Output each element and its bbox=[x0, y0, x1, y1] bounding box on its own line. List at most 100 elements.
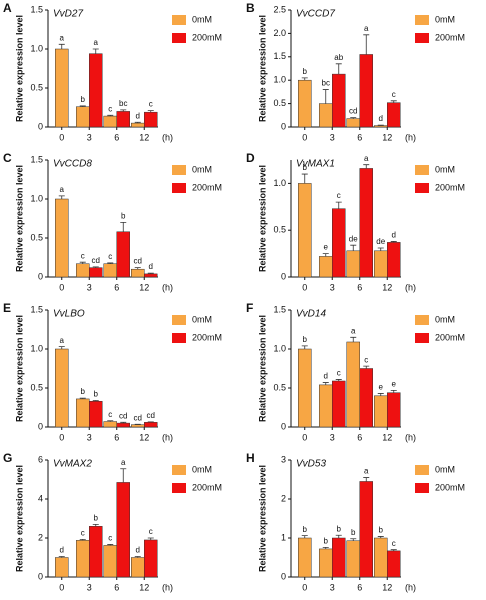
bar bbox=[374, 250, 388, 278]
bar bbox=[116, 111, 130, 128]
chart-title: VvD53 bbox=[296, 459, 326, 470]
x-tick-label: 0 bbox=[59, 582, 64, 592]
bar bbox=[346, 540, 360, 578]
error-bar bbox=[335, 379, 342, 381]
bar bbox=[332, 537, 346, 578]
error-bar bbox=[134, 121, 141, 124]
x-tick-label: 12 bbox=[139, 282, 149, 292]
significance-letter: cd bbox=[92, 256, 100, 265]
significance-letter: cd bbox=[119, 411, 127, 420]
y-tick-label: 2.5 bbox=[273, 4, 286, 14]
y-axis-label: Relative expression level bbox=[14, 15, 24, 122]
bar bbox=[131, 122, 145, 128]
bar bbox=[332, 73, 346, 128]
error-bar bbox=[301, 173, 308, 184]
panel-label: G bbox=[3, 451, 12, 465]
y-tick-label: 1.5 bbox=[30, 304, 43, 314]
y-tick-label: 0 bbox=[281, 571, 286, 581]
x-tick-label: 3 bbox=[87, 282, 92, 292]
bar bbox=[332, 208, 346, 278]
bar bbox=[76, 106, 90, 128]
legend-swatch bbox=[415, 33, 429, 43]
bar bbox=[298, 537, 312, 578]
x-tick-label: 6 bbox=[114, 132, 119, 142]
significance-letter: cd bbox=[134, 413, 142, 422]
significance-letter: c bbox=[149, 527, 153, 536]
error-bar bbox=[79, 538, 86, 541]
y-tick-label: 2 bbox=[281, 493, 286, 503]
legend-label: 0mM bbox=[192, 14, 212, 24]
bar bbox=[144, 422, 158, 428]
bar bbox=[103, 263, 117, 278]
bar bbox=[103, 545, 117, 578]
y-tick-label: 0.5 bbox=[273, 382, 286, 392]
error-bar bbox=[79, 105, 86, 107]
significance-letter: b bbox=[303, 163, 308, 172]
bar bbox=[55, 48, 69, 128]
significance-letter: b bbox=[303, 525, 308, 534]
error-bar bbox=[363, 365, 370, 369]
significance-letter: cd bbox=[134, 257, 142, 266]
bar bbox=[89, 401, 103, 428]
legend-label: 200mM bbox=[192, 32, 222, 42]
significance-letter: c bbox=[149, 100, 153, 109]
bar bbox=[55, 557, 69, 578]
legend-swatch bbox=[415, 465, 429, 475]
significance-letter: c bbox=[337, 369, 341, 378]
x-tick-label: 12 bbox=[382, 282, 392, 292]
bar bbox=[144, 539, 158, 578]
legend-swatch bbox=[415, 165, 429, 175]
bar bbox=[374, 537, 388, 578]
y-tick-label: 4 bbox=[38, 493, 43, 503]
error-bar bbox=[390, 389, 397, 393]
y-tick-label: 3 bbox=[281, 454, 286, 464]
significance-letter: b bbox=[337, 524, 342, 533]
significance-letter: b bbox=[303, 67, 308, 76]
y-tick-label: 1.5 bbox=[30, 154, 43, 164]
error-bar bbox=[350, 538, 357, 541]
legend-swatch bbox=[415, 483, 429, 493]
error-bar bbox=[335, 534, 342, 538]
bar bbox=[374, 125, 388, 128]
error-bar bbox=[390, 549, 397, 551]
chart-title: VvCCD8 bbox=[53, 159, 92, 170]
x-unit: (h) bbox=[405, 132, 416, 142]
x-tick-label: 0 bbox=[302, 432, 307, 442]
error-bar bbox=[301, 535, 308, 538]
error-bar bbox=[377, 393, 384, 396]
error-bar bbox=[120, 468, 127, 483]
panel-label: C bbox=[3, 151, 12, 165]
legend-swatch bbox=[172, 165, 186, 175]
legend-swatch bbox=[172, 483, 186, 493]
bar bbox=[298, 79, 312, 128]
error-bar bbox=[390, 241, 397, 243]
error-bar bbox=[377, 536, 384, 538]
bar bbox=[116, 482, 130, 578]
legend-label: 200mM bbox=[435, 482, 465, 492]
x-unit: (h) bbox=[162, 432, 173, 442]
bar bbox=[298, 348, 312, 428]
legend-swatch bbox=[172, 315, 186, 325]
y-tick-label: 0 bbox=[281, 421, 286, 431]
error-bar bbox=[92, 523, 99, 527]
bar bbox=[55, 348, 69, 428]
significance-letter: c bbox=[337, 191, 341, 200]
error-bar bbox=[58, 195, 65, 199]
significance-letter: d bbox=[136, 546, 140, 555]
error-bar bbox=[147, 272, 154, 274]
x-tick-label: 6 bbox=[357, 282, 362, 292]
significance-letter: cd bbox=[147, 411, 155, 420]
legend-label: 200mM bbox=[435, 32, 465, 42]
error-bar bbox=[322, 546, 329, 549]
significance-letter: bc bbox=[322, 79, 330, 88]
x-tick-label: 3 bbox=[330, 582, 335, 592]
error-bar bbox=[120, 109, 127, 112]
y-tick-label: 0 bbox=[281, 271, 286, 281]
significance-letter: de bbox=[349, 234, 358, 243]
significance-letter: a bbox=[94, 38, 99, 47]
significance-letter: c bbox=[108, 534, 112, 543]
legend-swatch bbox=[172, 183, 186, 193]
panel-label: E bbox=[3, 301, 11, 315]
legend-label: 0mM bbox=[435, 314, 455, 324]
error-bar bbox=[301, 77, 308, 81]
